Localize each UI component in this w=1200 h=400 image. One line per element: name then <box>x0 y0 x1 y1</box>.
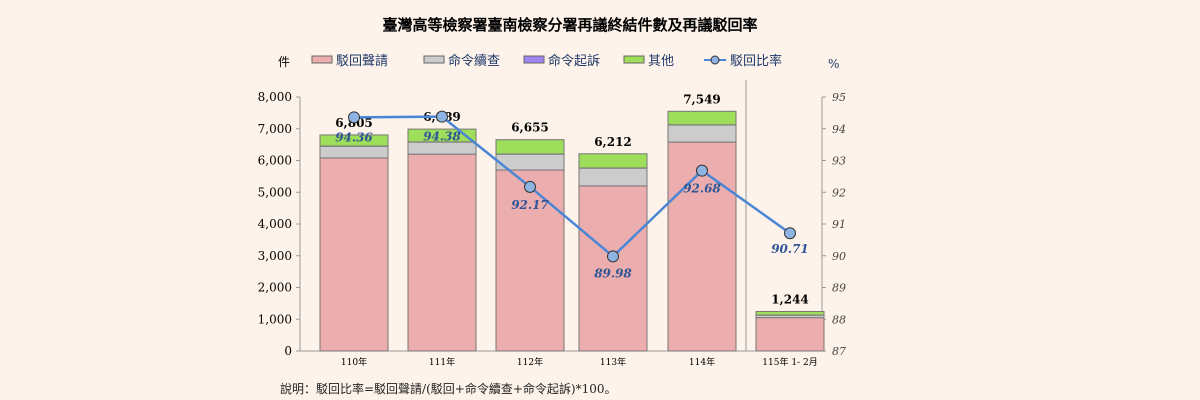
bar-3-2 <box>495 139 565 155</box>
y2-tick-label: 95 <box>832 91 846 104</box>
legend-swatch-2 <box>523 55 545 64</box>
y-axis-label: 件 <box>278 55 290 69</box>
legend-marker <box>710 55 720 65</box>
ratio-point-3 <box>607 250 619 263</box>
y-tick-label: 2,000 <box>258 281 292 295</box>
ratio-point-2 <box>524 180 536 193</box>
legend-swatch-3 <box>623 55 645 64</box>
ratio-label: 92.68 <box>683 182 721 196</box>
bar-1-4 <box>667 124 737 143</box>
y-tick-label: 7,000 <box>258 122 292 136</box>
bar-0-1 <box>407 153 477 352</box>
y-tick-label: 1,000 <box>258 312 292 326</box>
bar-0-3 <box>578 185 648 352</box>
bar-1-1 <box>407 141 477 155</box>
y2-tick-label: 91 <box>832 218 846 231</box>
legend-swatch-0 <box>311 55 333 64</box>
y2-tick-label: 88 <box>832 313 846 326</box>
ratio-label: 89.98 <box>594 266 632 280</box>
legend-label-line: 駁回比率 <box>730 53 782 69</box>
y-tick-label: 6,000 <box>258 154 292 168</box>
y-tick-label: 5,000 <box>258 185 292 199</box>
ratio-point-0 <box>348 111 360 124</box>
ratio-label: 94.38 <box>423 130 461 144</box>
total-label: 6,655 <box>511 121 549 135</box>
y-tick-label: 4,000 <box>258 217 292 231</box>
y2-tick-label: 87 <box>832 345 846 358</box>
bar-0-2 <box>495 169 565 352</box>
footnote: 說明：駁回比率=駁回聲請/(駁回+命令續查+命令起訴)*100。 <box>280 381 616 396</box>
x-tick-label: 112年 <box>517 356 543 368</box>
total-label: 7,549 <box>683 92 721 106</box>
legend-label-3: 其他 <box>648 54 674 69</box>
legend: 駁回聲請 命令續查 命令起訴 其他 駁回比率 <box>311 53 782 69</box>
bar-0-5 <box>755 317 825 352</box>
x-tick-label: 111年 <box>429 356 455 368</box>
total-label: 1,244 <box>771 293 809 307</box>
x-tick-label: 115年 1- 2月 <box>762 356 817 368</box>
ratio-label: 94.36 <box>335 130 373 144</box>
bar-1-0 <box>319 145 389 159</box>
y2-axis-label: % <box>828 57 839 71</box>
y2-tick-label: 93 <box>832 155 846 168</box>
ratio-label: 92.17 <box>511 198 549 212</box>
bar-3-3 <box>578 153 648 169</box>
bar-0-0 <box>319 157 389 352</box>
bar-3-4 <box>667 110 737 126</box>
y-tick-label: 3,000 <box>258 249 292 263</box>
ratio-line <box>353 115 791 259</box>
ratio-label: 90.71 <box>771 242 809 256</box>
y2-tick-label: 92 <box>832 186 846 199</box>
bar-0-4 <box>667 141 737 352</box>
x-tick-label: 113年 <box>600 356 626 368</box>
bar-1-3 <box>578 167 648 187</box>
legend-label-2: 命令起訴 <box>548 53 600 69</box>
ratio-point-5 <box>784 227 796 240</box>
x-tick-label: 110年 <box>341 356 367 368</box>
legend-label-0: 駁回聲請 <box>336 53 388 69</box>
total-label: 6,212 <box>594 135 632 149</box>
legend-label-1: 命令續查 <box>448 53 500 69</box>
plot-area: 0 1,000 2,000 3,000 4,000 5,000 6,000 7,000 8,00… <box>258 80 846 368</box>
x-tick-label: 114年 <box>689 356 715 368</box>
bar-3-1 <box>407 128 477 143</box>
y-tick-label: 8,000 <box>258 90 292 104</box>
legend-swatch-1 <box>423 55 445 64</box>
bar-3-0 <box>319 134 389 147</box>
y2-tick-label: 90 <box>832 250 846 263</box>
ratio-point-1 <box>436 110 448 123</box>
ratio-point-4 <box>696 164 708 177</box>
y-tick-label: 0 <box>284 344 292 358</box>
y2-tick-label: 94 <box>832 123 846 136</box>
y2-tick-label: 89 <box>832 282 846 295</box>
bar-3-5 <box>755 311 825 316</box>
chart-title: 臺灣高等檢察署臺南檢察分署再議終結件數及再議駁回率 <box>382 16 757 34</box>
